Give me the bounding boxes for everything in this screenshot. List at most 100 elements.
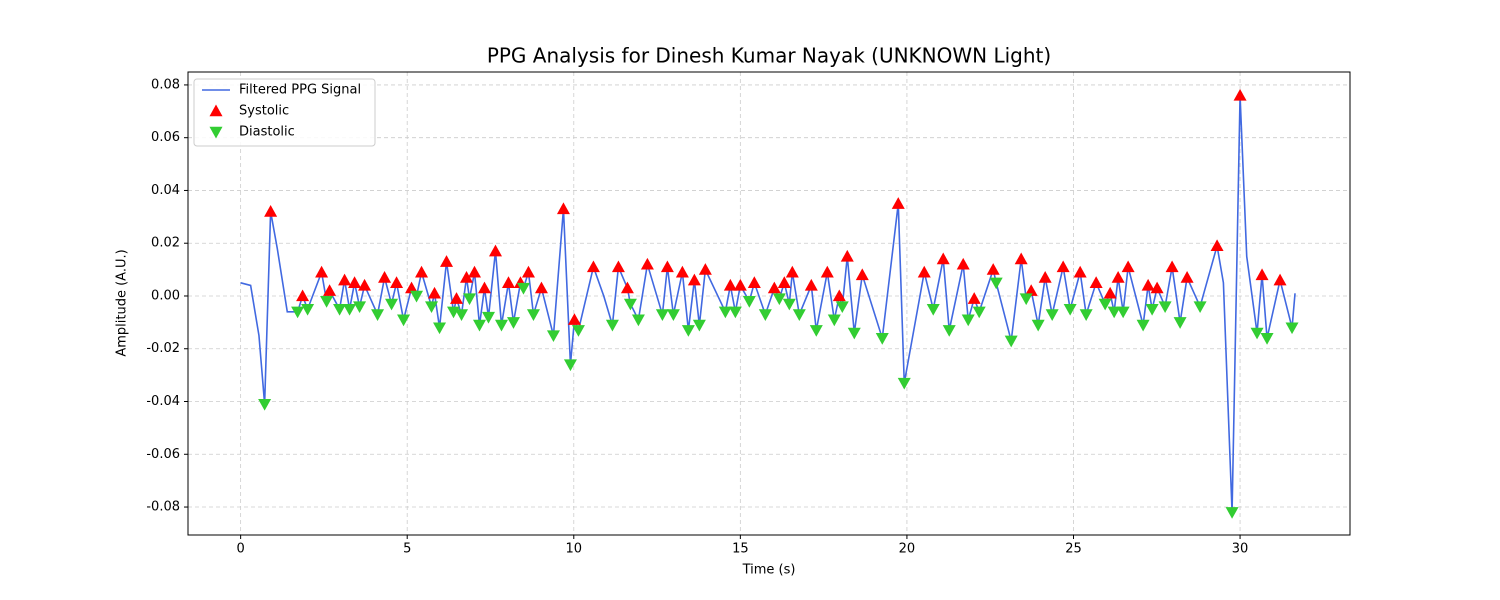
diastolic-marker — [692, 319, 706, 332]
diastolic-marker — [1004, 335, 1018, 348]
diastolic-marker — [455, 309, 469, 321]
systolic-marker — [855, 268, 869, 281]
diastolic-marker — [385, 298, 399, 311]
systolic-marker — [936, 252, 950, 265]
diastolic-marker — [875, 332, 889, 345]
systolic-marker — [747, 276, 761, 288]
diastolic-marker — [942, 325, 956, 337]
diastolic-marker — [972, 306, 986, 319]
systolic-marker — [1056, 260, 1070, 273]
systolic-marker — [767, 281, 781, 294]
x-axis-label: Time (s) — [742, 563, 796, 578]
diastolic-marker — [718, 306, 732, 319]
diastolic-marker — [1260, 332, 1274, 345]
diastolic-marker — [989, 277, 1003, 290]
systolic-marker — [804, 278, 818, 291]
diastolic-marker — [1031, 319, 1045, 332]
y-tick-label: 0.08 — [151, 77, 180, 92]
diastolic-marker — [782, 298, 796, 311]
diastolic-marker — [926, 303, 940, 316]
diastolic-marker — [397, 314, 411, 327]
systolic-marker — [264, 205, 278, 217]
systolic-marker — [785, 265, 799, 278]
diastolic-marker — [1063, 303, 1077, 316]
systolic-marker — [1073, 265, 1087, 278]
diastolic-marker — [571, 325, 585, 337]
diastolic-marker — [563, 359, 577, 372]
diastolic-marker — [742, 296, 756, 308]
x-tick-label: 0 — [236, 542, 244, 557]
diastolic-marker — [516, 282, 530, 295]
systolic-marker — [450, 292, 464, 304]
systolic-marker — [1150, 281, 1164, 294]
diastolic-marker — [623, 298, 637, 311]
systolic-marker — [534, 281, 548, 294]
diastolic-marker — [320, 296, 334, 308]
diastolic-marker — [291, 306, 305, 319]
systolic-marker — [891, 197, 905, 209]
systolic-marker — [488, 244, 502, 257]
diastolic-marker — [809, 325, 823, 337]
systolic-marker — [723, 278, 737, 291]
diastolic-marker — [1250, 327, 1264, 340]
legend-swatch — [209, 126, 223, 139]
systolic-marker — [440, 255, 454, 267]
diastolic-marker — [847, 327, 861, 340]
diastolic-marker — [1079, 309, 1093, 321]
diastolic-marker — [835, 301, 849, 314]
systolic-marker — [687, 273, 701, 286]
systolic-marker — [1111, 271, 1125, 283]
chart-title: PPG Analysis for Dinesh Kumar Nayak (UNK… — [487, 44, 1051, 68]
diastolic-marker — [772, 293, 786, 306]
systolic-marker — [315, 265, 329, 278]
plot-frame — [187, 71, 1351, 536]
diastolic-marker — [792, 309, 806, 321]
diastolic-marker — [343, 303, 357, 316]
systolic-marker — [415, 265, 429, 278]
systolic-marker — [1038, 271, 1052, 283]
diastolic-marker — [655, 309, 669, 321]
systolic-marker — [477, 281, 491, 294]
diastolic-marker — [1098, 298, 1112, 311]
diastolic-marker — [1225, 507, 1239, 519]
diastolic-marker — [827, 314, 841, 327]
diastolic-marker — [961, 314, 975, 327]
diastolic-marker — [605, 319, 619, 332]
y-tick-label: -0.04 — [146, 394, 180, 409]
diastolic-marker — [425, 301, 439, 314]
x-tick-label: 15 — [732, 542, 749, 557]
systolic-marker — [917, 265, 931, 278]
diastolic-marker — [506, 317, 520, 329]
systolic-marker — [733, 278, 747, 291]
systolic-marker — [1089, 276, 1103, 288]
diastolic-marker — [1158, 301, 1172, 314]
diastolic-marker — [1116, 306, 1130, 319]
y-tick-label: 0.02 — [151, 236, 180, 251]
systolic-marker — [1165, 260, 1179, 273]
diastolic-marker — [433, 322, 447, 335]
diastolic-marker — [728, 306, 742, 319]
diastolic-marker — [1193, 301, 1207, 314]
y-axis-label: Amplitude (A.U.) — [115, 249, 130, 356]
systolic-marker — [1255, 268, 1269, 281]
systolic-marker — [1121, 260, 1135, 273]
systolic-marker — [468, 265, 482, 278]
diastolic-marker — [472, 319, 486, 332]
diastolic-marker — [258, 398, 272, 411]
diastolic-marker — [353, 301, 367, 314]
diastolic-marker — [1173, 317, 1187, 329]
diastolic-marker — [897, 377, 911, 390]
systolic-marker — [296, 289, 310, 302]
legend-label: Diastolic — [239, 125, 295, 140]
systolic-marker — [567, 313, 581, 325]
systolic-marker — [967, 292, 981, 304]
systolic-marker — [956, 257, 970, 270]
diastolic-marker — [494, 319, 508, 332]
systolic-marker — [405, 281, 419, 294]
x-tick-label: 10 — [566, 542, 583, 557]
x-tick-label: 30 — [1232, 542, 1249, 557]
systolic-marker — [1103, 286, 1117, 299]
systolic-marker — [1273, 273, 1287, 286]
systolic-marker — [1210, 239, 1224, 252]
systolic-marker — [1233, 88, 1247, 101]
